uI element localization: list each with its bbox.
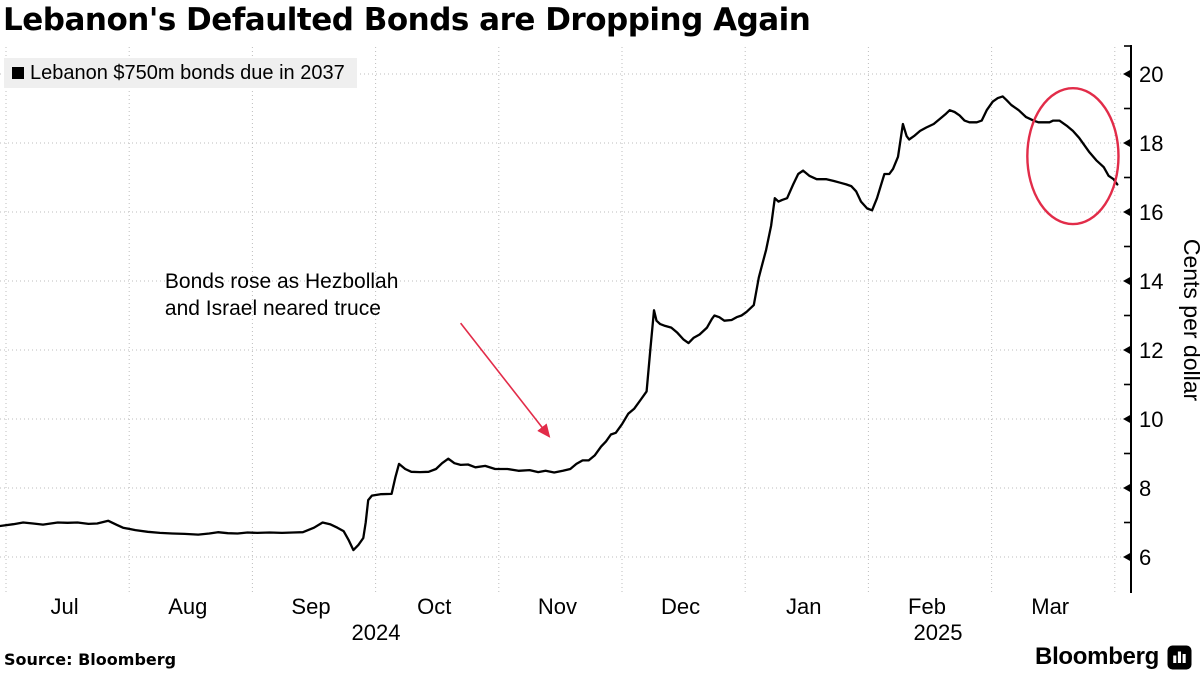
y-axis-major-tick <box>1123 69 1131 79</box>
bloomberg-logo: Bloomberg <box>1035 643 1192 671</box>
x-axis-month-label: Dec <box>661 594 700 619</box>
y-axis-tick-label: 14 <box>1139 269 1163 294</box>
x-axis-year-label: 2024 <box>352 620 401 645</box>
annotation-text-line: Bonds rose as Hezbollah <box>165 270 398 293</box>
y-axis-major-tick <box>1123 207 1131 217</box>
y-axis-tick-label: 20 <box>1139 62 1163 87</box>
x-axis-year-label: 2025 <box>914 620 963 645</box>
x-axis-month-label: Sep <box>291 594 330 619</box>
y-axis-major-tick <box>1123 138 1131 148</box>
highlight-ellipse <box>1026 86 1120 226</box>
price-series <box>0 95 1119 552</box>
x-axis-month-label: Feb <box>908 594 946 619</box>
y-axis-tick-label: 10 <box>1139 407 1163 432</box>
y-axis-major-tick <box>1123 276 1131 286</box>
y-axis-tick-label: 16 <box>1139 200 1163 225</box>
legend-swatch-icon <box>12 67 24 79</box>
y-axis-tick-label: 18 <box>1139 131 1163 156</box>
y-axis-tick-labels: 6 8 10 12 14 16 18 20 <box>1139 62 1163 570</box>
annotation-text-line: and Israel neared truce <box>165 297 381 320</box>
x-axis-month-label: Nov <box>538 594 577 619</box>
price-line <box>0 95 1119 552</box>
y-axis-tick-label: 12 <box>1139 338 1163 363</box>
y-axis-major-tick <box>1123 414 1131 424</box>
source-credit: Source: Bloomberg <box>4 650 177 669</box>
y-axis <box>1123 45 1132 593</box>
x-axis-month-label: Jul <box>51 594 79 619</box>
y-axis-major-tick <box>1123 345 1131 355</box>
bloomberg-wordmark: Bloomberg <box>1035 643 1159 670</box>
page-title: Lebanon's Defaulted Bonds are Dropping A… <box>3 2 811 38</box>
y-axis-tick-label: 8 <box>1139 476 1151 501</box>
y-axis-major-tick <box>1123 552 1131 562</box>
x-axis-month-label: Aug <box>168 594 207 619</box>
legend: Lebanon $750m bonds due in 2037 <box>4 58 357 88</box>
y-axis-tick-label: 6 <box>1139 545 1151 570</box>
x-axis-labels: Jul Aug Sep Oct Nov Dec Jan Feb Mar 2024 2025 <box>51 594 1070 645</box>
legend-label: Lebanon $750m bonds due in 2037 <box>30 61 345 84</box>
x-axis-month-label: Oct <box>417 594 451 619</box>
y-axis-major-tick <box>1123 483 1131 493</box>
x-axis-month-label: Jan <box>786 594 821 619</box>
vertical-gridlines <box>5 47 1116 592</box>
annotation-arrow <box>459 322 551 438</box>
y-axis-title: Cents per dollar <box>1179 239 1200 402</box>
annotations: Bonds rose as Hezbollah and Israel neared… <box>165 86 1120 438</box>
x-axis-month-label: Mar <box>1031 594 1069 619</box>
bloomberg-icon <box>1167 645 1192 669</box>
